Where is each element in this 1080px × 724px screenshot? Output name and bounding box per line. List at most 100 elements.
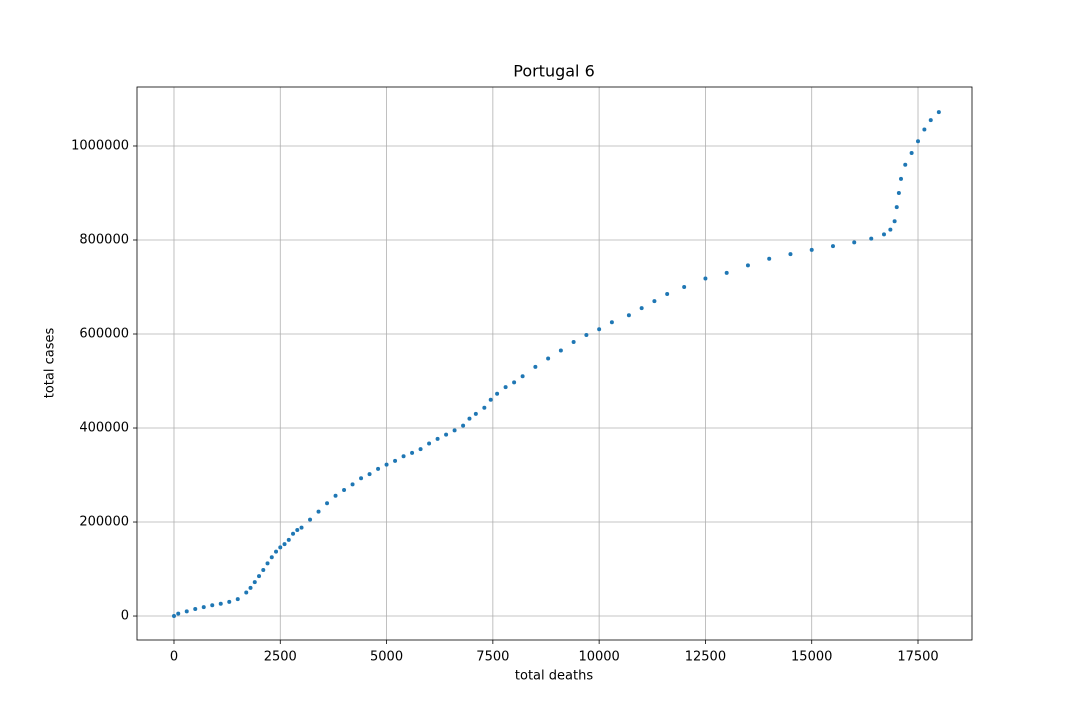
point	[609, 320, 614, 325]
point	[282, 542, 287, 547]
point	[745, 263, 750, 268]
point	[299, 525, 304, 530]
point	[869, 236, 874, 241]
point	[488, 397, 493, 402]
y-tick-label: 0	[121, 609, 129, 624]
y-axis-label: total cases	[43, 328, 58, 399]
point	[171, 614, 176, 619]
point	[639, 306, 644, 311]
y-tick-label: 1000000	[71, 138, 129, 153]
point	[652, 299, 657, 304]
point	[184, 609, 189, 614]
point	[269, 555, 274, 560]
point	[244, 590, 249, 595]
point	[495, 391, 500, 396]
x-tick-label: 10000	[578, 650, 619, 665]
point	[278, 545, 283, 550]
point	[274, 549, 279, 554]
point	[342, 488, 347, 493]
point	[257, 574, 262, 579]
point	[922, 127, 927, 132]
x-tick-label: 2500	[264, 650, 297, 665]
grid	[137, 87, 972, 640]
point	[898, 176, 903, 181]
point	[444, 432, 449, 437]
point	[909, 151, 914, 156]
point	[584, 332, 589, 337]
point	[265, 561, 270, 566]
point	[473, 411, 478, 416]
point	[291, 531, 296, 536]
point	[286, 537, 291, 542]
point	[626, 313, 631, 318]
x-tick-label: 0	[170, 650, 178, 665]
point	[201, 605, 206, 610]
point	[261, 567, 266, 572]
point	[316, 509, 321, 514]
point	[350, 482, 355, 487]
point	[533, 364, 538, 369]
point	[888, 227, 893, 232]
point	[452, 428, 457, 433]
point	[665, 292, 670, 297]
y-tick-label: 800000	[79, 232, 129, 247]
point	[384, 462, 389, 467]
point	[724, 270, 729, 275]
point	[558, 348, 563, 353]
point	[520, 374, 525, 379]
point	[571, 339, 576, 344]
point	[325, 501, 330, 506]
chart-title: Portugal 6	[513, 62, 595, 81]
point	[597, 327, 602, 332]
y-tick-label: 600000	[79, 327, 129, 342]
point	[896, 190, 901, 195]
point	[512, 380, 517, 385]
point	[333, 493, 338, 498]
point	[928, 118, 933, 123]
point	[767, 256, 772, 261]
point	[892, 219, 897, 224]
point	[418, 447, 423, 452]
x-axis-label: total deaths	[515, 669, 593, 684]
point	[852, 240, 857, 245]
point	[809, 247, 814, 252]
point	[227, 599, 232, 604]
point	[176, 611, 181, 616]
x-tick-label: 12500	[685, 650, 726, 665]
point	[482, 405, 487, 410]
point	[467, 416, 472, 421]
x-tick-label: 15000	[791, 650, 832, 665]
point	[682, 285, 687, 290]
point	[916, 139, 921, 144]
point	[252, 580, 257, 585]
plot-frame	[136, 86, 973, 641]
point	[376, 466, 381, 471]
point	[295, 528, 300, 533]
y-tick-label: 400000	[79, 421, 129, 436]
x-tick-label: 7500	[476, 650, 509, 665]
point	[393, 458, 398, 463]
point	[401, 454, 406, 459]
point	[503, 385, 508, 390]
point	[894, 205, 899, 210]
point	[367, 472, 372, 477]
x-tick-label: 5000	[370, 650, 403, 665]
point	[210, 603, 215, 608]
point	[788, 252, 793, 257]
point	[359, 476, 364, 481]
point	[881, 232, 886, 237]
point	[461, 423, 466, 428]
point	[435, 436, 440, 441]
point	[903, 162, 908, 167]
y-tick-label: 200000	[79, 515, 129, 530]
point	[308, 517, 313, 522]
point	[427, 441, 432, 446]
point	[235, 597, 240, 602]
point	[218, 601, 223, 606]
point	[936, 110, 941, 115]
point	[546, 356, 551, 361]
points	[171, 110, 941, 619]
point	[410, 450, 415, 455]
